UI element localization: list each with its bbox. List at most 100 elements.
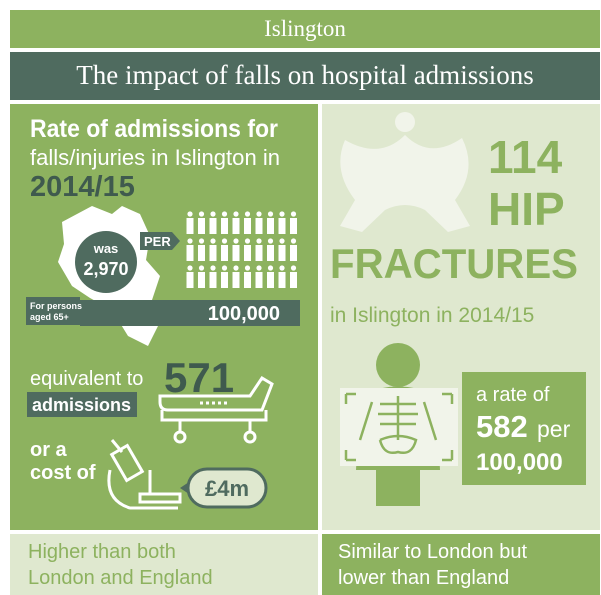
- rate-box: [462, 372, 586, 485]
- left-comparison: Higher than both: [28, 541, 176, 563]
- people-grid: [186, 211, 297, 288]
- person-icon: [244, 265, 251, 271]
- rate-value: 582: [476, 409, 528, 444]
- subtitle-bar: [10, 52, 600, 100]
- admissions: admissions: [32, 395, 131, 415]
- person-icon: [267, 245, 274, 261]
- person-icon: [256, 211, 262, 217]
- left-footer: [10, 534, 318, 595]
- left-comparison: London and England: [28, 567, 213, 589]
- rate-intro: a rate of: [476, 384, 550, 406]
- population: 100,000: [208, 303, 280, 325]
- person-icon: [255, 272, 263, 288]
- subheading: falls/injuries in Islington in: [30, 145, 280, 170]
- admissions-count: 571: [164, 354, 234, 401]
- cost-pill: [186, 467, 268, 509]
- person-icon: [198, 211, 205, 217]
- person-icon: [244, 211, 251, 217]
- fracture-count: 114: [488, 131, 563, 183]
- person-icon: [210, 211, 216, 217]
- person-icon: [232, 218, 240, 234]
- person-icon: [244, 272, 251, 288]
- heading: Rate of admissions for: [30, 115, 278, 143]
- person-icon: [198, 218, 205, 234]
- person-icon: [279, 238, 285, 244]
- cost-intro: cost of: [30, 462, 96, 484]
- person-icon: [256, 238, 262, 244]
- note-box: [26, 297, 80, 325]
- rate-circle: [75, 231, 137, 293]
- person-icon: [255, 218, 263, 234]
- rate: 2,970: [83, 259, 128, 279]
- person-icon: [209, 245, 217, 261]
- note-line: aged 65+: [30, 312, 69, 322]
- person-icon: [209, 218, 217, 234]
- person-icon: [221, 238, 228, 244]
- year: 2014/15: [30, 171, 135, 203]
- note-line: For persons: [30, 301, 82, 311]
- person-icon: [290, 218, 297, 234]
- pelvis-icon: [340, 135, 470, 232]
- person-icon: [267, 211, 274, 217]
- per-label: PER: [144, 234, 171, 249]
- person-icon: [209, 272, 217, 288]
- person-icon: [221, 211, 228, 217]
- cost: £4m: [205, 476, 249, 501]
- bed-icon: [158, 375, 274, 444]
- title-bar: [10, 10, 600, 48]
- person-icon: [290, 272, 297, 288]
- person-icon: [187, 265, 193, 271]
- place: in Islington in 2014/15: [330, 304, 534, 327]
- person-icon: [221, 245, 228, 261]
- right-comparison: lower than England: [338, 567, 509, 589]
- person-icon: [278, 245, 286, 261]
- person-icon: [187, 211, 193, 217]
- person-icon: [267, 272, 274, 288]
- person-icon: [255, 245, 263, 261]
- person-icon: [290, 245, 297, 261]
- person-icon: [232, 272, 240, 288]
- person-icon: [290, 211, 297, 217]
- admissions-box: [27, 392, 137, 417]
- person-icon: [198, 245, 205, 261]
- xray-icon: [340, 343, 458, 506]
- person-icon: [198, 272, 205, 288]
- person-icon: [279, 265, 285, 271]
- person-icon: [186, 272, 194, 288]
- person-icon: [186, 218, 194, 234]
- person-icon: [232, 245, 240, 261]
- person-icon: [186, 245, 194, 261]
- hip-label: HIP: [488, 183, 565, 235]
- person-icon: [290, 238, 297, 244]
- person-icon: [210, 238, 216, 244]
- person-icon: [267, 238, 274, 244]
- person-icon: [198, 238, 205, 244]
- subtitle: The impact of falls on hospital admissio…: [76, 60, 533, 90]
- person-icon: [187, 238, 193, 244]
- person-icon: [267, 265, 274, 271]
- person-icon: [233, 211, 239, 217]
- person-icon: [278, 272, 286, 288]
- pelvis-icon: [395, 112, 415, 132]
- person-icon: [198, 265, 205, 271]
- per-tag: [140, 232, 180, 250]
- population-bar: [80, 300, 300, 326]
- person-icon: [233, 265, 239, 271]
- rate-per: per: [537, 416, 571, 442]
- rate-population: 100,000: [476, 449, 563, 476]
- person-icon: [279, 211, 285, 217]
- person-icon: [244, 245, 251, 261]
- fractures-label: FRACTURES: [330, 240, 578, 287]
- person-icon: [278, 218, 286, 234]
- person-icon: [233, 238, 239, 244]
- right-footer: [322, 534, 600, 595]
- person-icon: [256, 265, 262, 271]
- right-comparison: Similar to London but: [338, 541, 527, 563]
- person-icon: [221, 265, 228, 271]
- title: Islington: [264, 16, 346, 41]
- person-icon: [221, 218, 228, 234]
- microscope-icon: [107, 439, 182, 510]
- equivalent: equivalent to: [30, 368, 143, 390]
- person-icon: [290, 265, 297, 271]
